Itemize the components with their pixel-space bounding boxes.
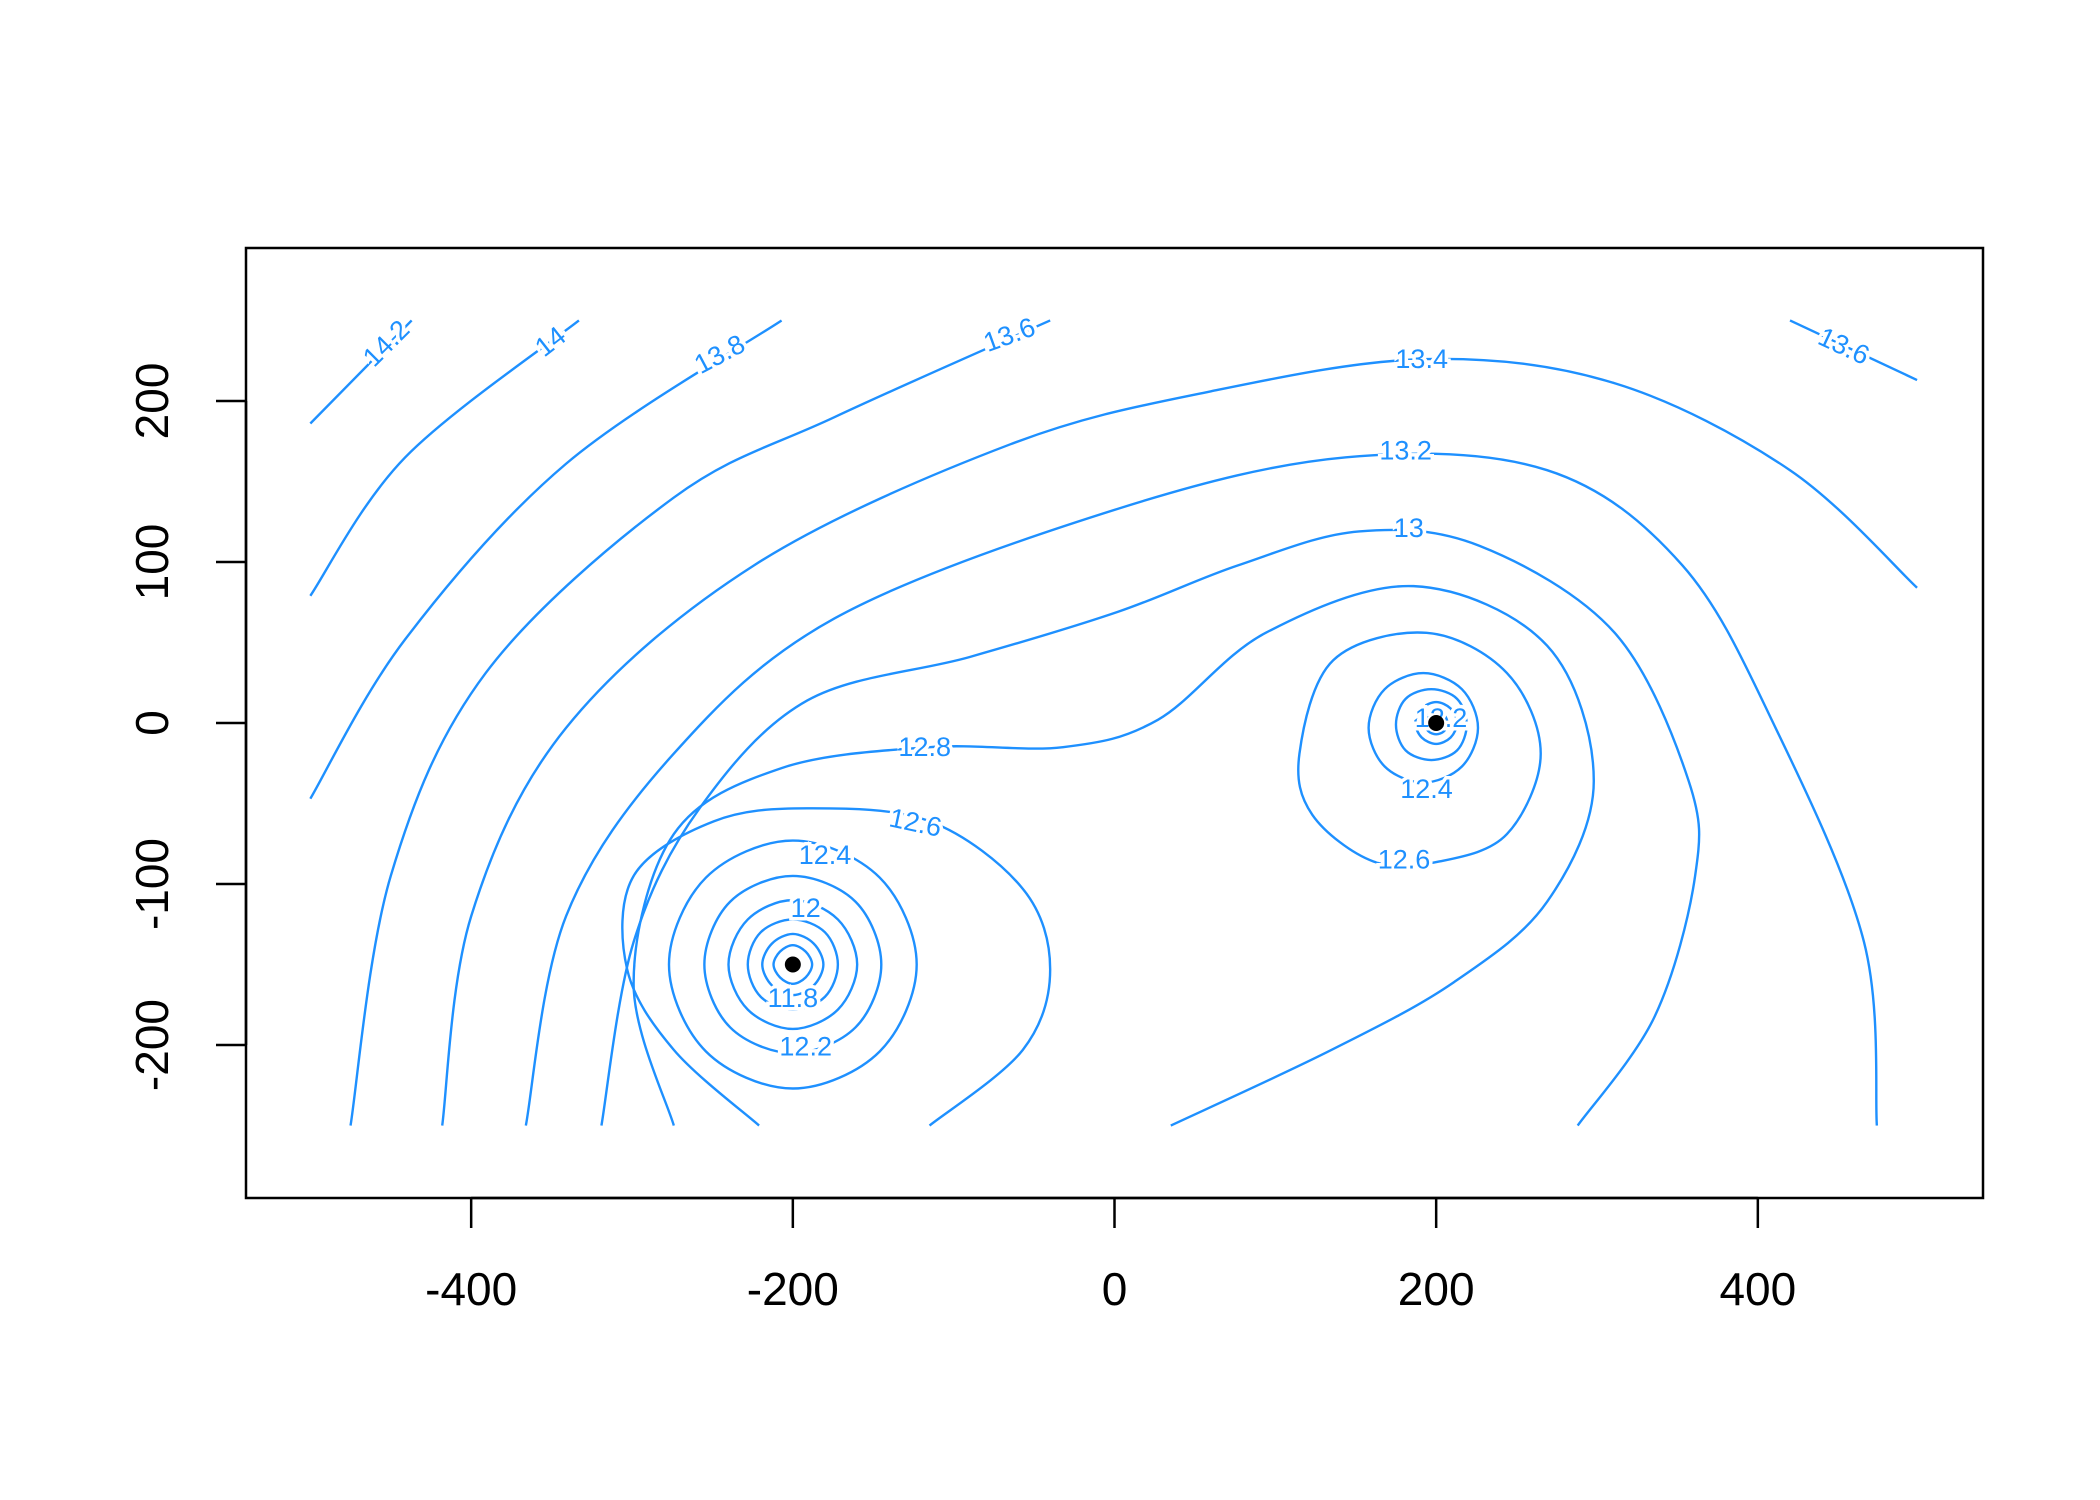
contour-label: 12.8	[898, 732, 951, 762]
contour-line	[727, 898, 859, 1031]
contour-line	[309, 319, 580, 597]
contour-line	[1367, 671, 1480, 784]
contour-label: 12.4	[799, 840, 852, 870]
y-tick-label: -100	[126, 838, 178, 930]
contour-label: 13.4	[1395, 344, 1448, 374]
contour-line	[441, 357, 1918, 1126]
contour-line	[1789, 319, 1918, 382]
contour-label: 12.6	[1378, 845, 1431, 875]
x-tick-label: 0	[1102, 1263, 1128, 1315]
contour-line	[349, 319, 1051, 1126]
contour-line	[524, 452, 1879, 1126]
contour-line	[1297, 631, 1542, 868]
contour-line	[309, 319, 413, 425]
x-tick-label: -400	[425, 1263, 517, 1315]
contour-line	[761, 932, 825, 997]
contour-label: 11.8	[768, 983, 819, 1013]
x-tick-label: -200	[747, 1263, 839, 1315]
y-tick-label: 100	[126, 524, 178, 601]
contour-line	[772, 944, 814, 986]
contour-label: 13.2	[1379, 436, 1432, 466]
contour-line	[1414, 700, 1459, 746]
point	[784, 956, 801, 973]
contour-line	[746, 918, 840, 1011]
contour-line	[621, 807, 1052, 1127]
contour-label: 12.4	[1400, 774, 1453, 804]
y-tick-label: 200	[126, 363, 178, 440]
contour-line	[632, 584, 1595, 1127]
y-tick-label: 0	[126, 710, 178, 736]
y-tick-label: -200	[126, 999, 178, 1091]
x-tick-label: 200	[1398, 1263, 1475, 1315]
contour-label: 13	[1394, 513, 1424, 543]
contour-line	[309, 319, 783, 800]
point	[1428, 715, 1445, 731]
contour-label: 12	[791, 893, 821, 923]
contour-label: 12.2	[779, 1031, 832, 1061]
contours	[309, 319, 1918, 1127]
x-tick-label: 400	[1719, 1263, 1796, 1315]
contour-line	[667, 839, 918, 1090]
contour-line	[703, 874, 883, 1055]
contour-line	[1423, 710, 1449, 736]
contour-line	[1394, 687, 1468, 762]
